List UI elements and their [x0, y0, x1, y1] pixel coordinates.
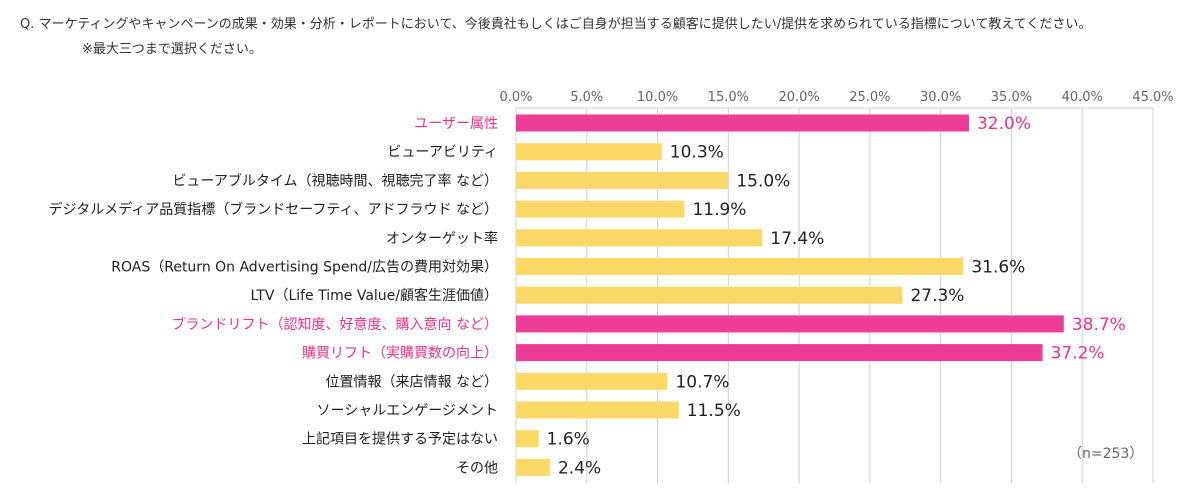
bar: [516, 315, 1064, 333]
x-tick-label: 10.0%: [637, 90, 678, 105]
data-label: 11.9%: [692, 200, 746, 220]
bar: [516, 171, 729, 189]
bar: [516, 286, 903, 304]
bar: [516, 229, 763, 247]
data-label: 37.2%: [1051, 344, 1105, 364]
sample-size-label: （n=253）: [1068, 446, 1144, 462]
bar: [516, 401, 679, 419]
bar: [516, 458, 550, 476]
category-label: ブランドリフト（認知度、好意度、購入意向 など）: [172, 316, 498, 333]
data-label: 11.5%: [687, 401, 741, 421]
category-label: 上記項目を提供する予定はない: [302, 431, 498, 448]
data-label: 10.3%: [670, 143, 724, 163]
data-label: 2.4%: [558, 458, 601, 478]
bar: [516, 258, 964, 275]
category-label: ビューアブルタイム（視聴時間、視聴完了率 など）: [172, 172, 498, 189]
data-label: 38.7%: [1072, 315, 1126, 335]
category-label: その他: [456, 460, 498, 476]
data-label: 31.6%: [971, 258, 1025, 278]
bar: [516, 372, 668, 390]
data-label: 17.4%: [770, 229, 824, 249]
x-tick-label: 25.0%: [849, 90, 890, 105]
x-tick-label: 40.0%: [1062, 90, 1103, 105]
category-label: デジタルメディア品質指標（ブランドセーフティ、アドフラウド など）: [48, 201, 498, 218]
data-label: 15.0%: [736, 171, 790, 191]
bar: [516, 200, 685, 218]
category-label: オンターゲット率: [386, 230, 498, 247]
bar: [516, 114, 969, 132]
bar: [516, 430, 539, 448]
data-label: 32.0%: [977, 114, 1031, 134]
selection-note: ※最大三つまで選択ください。: [82, 42, 262, 57]
x-tick-label: 35.0%: [991, 90, 1032, 105]
x-tick-label: 30.0%: [920, 90, 961, 105]
bar: [516, 344, 1043, 362]
x-tick-label: 5.0%: [570, 90, 603, 105]
category-label: 位置情報（来店情報 など）: [326, 374, 498, 390]
category-label: ユーザー属性: [414, 116, 498, 132]
category-label: ビューアビリティ: [387, 145, 498, 161]
bar: [516, 143, 662, 161]
data-label: 27.3%: [910, 286, 964, 306]
category-label: ソーシャルエンゲージメント: [317, 403, 498, 419]
x-tick-label: 45.0%: [1132, 90, 1173, 105]
x-tick-label: 20.0%: [778, 90, 819, 105]
data-label: 10.7%: [675, 372, 729, 392]
x-tick-label: 15.0%: [708, 90, 749, 105]
x-tick-label: 0.0%: [499, 90, 532, 105]
category-label: LTV（Life Time Value/顧客生涯価値）: [250, 287, 498, 304]
category-label: 購買リフト（実購買数の向上）: [302, 346, 498, 362]
data-label: 1.6%: [547, 430, 590, 450]
category-label: ROAS（Return On Advertising Spend/広告の費用対効…: [111, 260, 498, 276]
question-text: Q. マーケティングやキャンペーンの成果・効果・分析・レポートにおいて、今後貴社…: [20, 17, 1092, 32]
